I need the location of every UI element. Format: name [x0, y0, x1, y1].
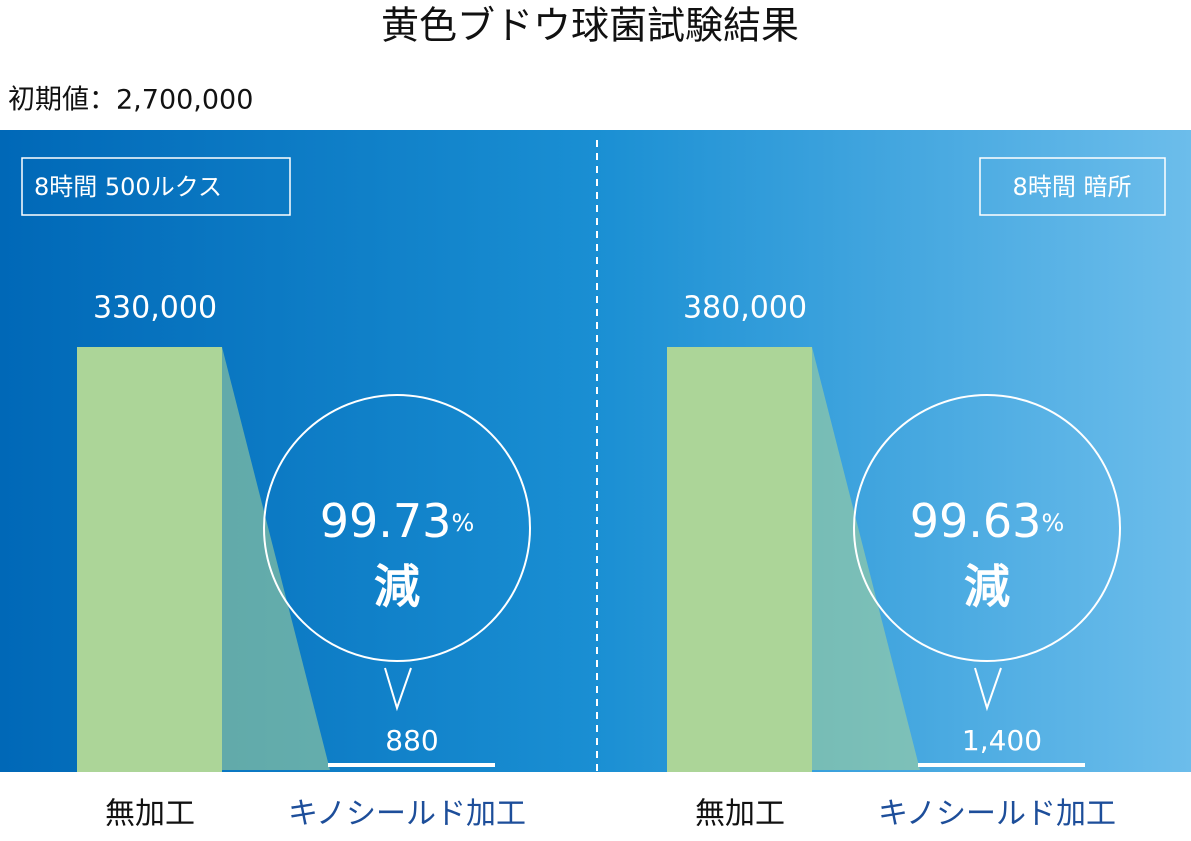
reduction-rate: 99.73%: [320, 494, 475, 548]
reduction-number: 99.73: [320, 494, 452, 548]
condition-label: 8時間 500ルクス: [34, 173, 222, 201]
condition-box: [21, 157, 291, 216]
bubble: [263, 394, 531, 662]
bubble-tail: [384, 667, 412, 712]
reduction-word: 減: [374, 560, 420, 614]
reduction-shade: [222, 347, 330, 770]
reduction-word: 減: [964, 560, 1010, 614]
untreated-label: 無加工: [695, 797, 785, 832]
untreated-bar: [77, 347, 222, 772]
reduction-number: 99.63: [910, 494, 1042, 548]
treated-value: 880: [385, 724, 438, 757]
untreated-value: 380,000: [683, 291, 807, 326]
reduction-unit: %: [1041, 509, 1064, 537]
untreated-label: 無加工: [105, 797, 195, 832]
treated-value: 1,400: [962, 724, 1042, 757]
initial-value: 初期値：2,700,000: [8, 85, 253, 116]
bubble: [853, 394, 1121, 662]
treated-label: キノシールド加工: [878, 797, 1116, 832]
reduction-unit: %: [451, 509, 474, 537]
reduction-shade: [812, 347, 920, 770]
untreated-value: 330,000: [93, 291, 217, 326]
bubble-tail: [974, 667, 1002, 712]
condition-box: [979, 157, 1166, 216]
reduction-rate: 99.63%: [910, 494, 1065, 548]
treated-label: キノシールド加工: [288, 797, 526, 832]
untreated-bar: [667, 347, 812, 772]
condition-label: 8時間 暗所: [1013, 173, 1132, 201]
title: 黄色ブドウ球菌試験結果: [381, 4, 799, 48]
